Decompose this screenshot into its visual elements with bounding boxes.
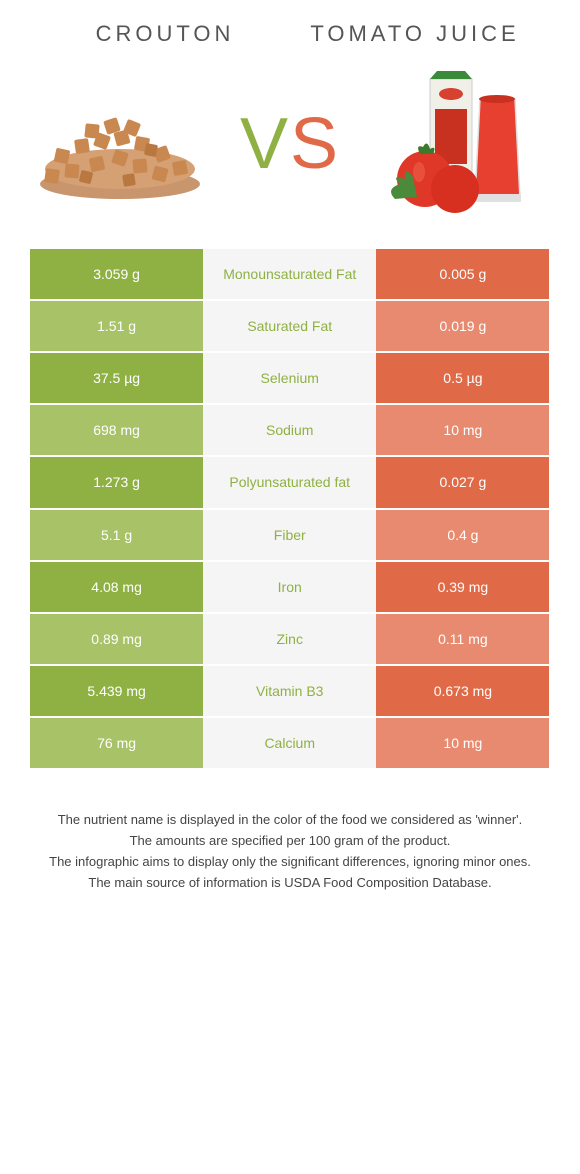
nutrient-label: Iron xyxy=(203,562,376,614)
header: CROUTON TOMATO JUICE xyxy=(0,0,580,59)
table-row: 5.1 gFiber0.4 g xyxy=(30,510,550,562)
food1-title: CROUTON xyxy=(40,20,290,49)
nutrient-label: Selenium xyxy=(203,353,376,405)
images-row: VS xyxy=(0,59,580,249)
left-value: 0.89 mg xyxy=(30,614,203,666)
left-value: 5.1 g xyxy=(30,510,203,562)
vs-s: S xyxy=(290,104,340,184)
nutrient-label: Monounsaturated Fat xyxy=(203,249,376,301)
footer-line-3: The infographic aims to display only the… xyxy=(40,852,540,873)
left-value: 3.059 g xyxy=(30,249,203,301)
nutrient-label: Sodium xyxy=(203,405,376,457)
vs-v: V xyxy=(240,104,290,184)
left-value: 698 mg xyxy=(30,405,203,457)
right-value: 10 mg xyxy=(376,405,549,457)
right-value: 0.5 µg xyxy=(376,353,549,405)
crouton-image xyxy=(30,69,210,219)
left-value: 76 mg xyxy=(30,718,203,770)
nutrient-label: Saturated Fat xyxy=(203,301,376,353)
left-value: 5.439 mg xyxy=(30,666,203,718)
right-value: 0.005 g xyxy=(376,249,549,301)
right-value: 0.4 g xyxy=(376,510,549,562)
table-row: 3.059 gMonounsaturated Fat0.005 g xyxy=(30,249,550,301)
nutrient-label: Vitamin B3 xyxy=(203,666,376,718)
food2-title: TOMATO JUICE xyxy=(290,20,540,49)
vs-label: VS xyxy=(240,103,340,185)
table-row: 5.439 mgVitamin B30.673 mg xyxy=(30,666,550,718)
right-value: 10 mg xyxy=(376,718,549,770)
right-value: 0.39 mg xyxy=(376,562,549,614)
nutrient-label: Zinc xyxy=(203,614,376,666)
left-value: 1.51 g xyxy=(30,301,203,353)
right-value: 0.11 mg xyxy=(376,614,549,666)
table-row: 1.273 gPolyunsaturated fat0.027 g xyxy=(30,457,550,509)
left-value: 1.273 g xyxy=(30,457,203,509)
left-value: 37.5 µg xyxy=(30,353,203,405)
right-value: 0.019 g xyxy=(376,301,549,353)
footer-line-4: The main source of information is USDA F… xyxy=(40,873,540,894)
table-row: 0.89 mgZinc0.11 mg xyxy=(30,614,550,666)
right-value: 0.673 mg xyxy=(376,666,549,718)
nutrient-label: Fiber xyxy=(203,510,376,562)
table-row: 1.51 gSaturated Fat0.019 g xyxy=(30,301,550,353)
tomato-juice-image xyxy=(370,69,550,219)
table-row: 698 mgSodium10 mg xyxy=(30,405,550,457)
left-value: 4.08 mg xyxy=(30,562,203,614)
table-row: 37.5 µgSelenium0.5 µg xyxy=(30,353,550,405)
footer-line-1: The nutrient name is displayed in the co… xyxy=(40,810,540,831)
footer-line-2: The amounts are specified per 100 gram o… xyxy=(40,831,540,852)
nutrient-label: Calcium xyxy=(203,718,376,770)
right-value: 0.027 g xyxy=(376,457,549,509)
table-row: 4.08 mgIron0.39 mg xyxy=(30,562,550,614)
comparison-table: 3.059 gMonounsaturated Fat0.005 g1.51 gS… xyxy=(30,249,550,771)
nutrient-label: Polyunsaturated fat xyxy=(203,457,376,509)
footer-notes: The nutrient name is displayed in the co… xyxy=(0,770,580,913)
table-row: 76 mgCalcium10 mg xyxy=(30,718,550,770)
